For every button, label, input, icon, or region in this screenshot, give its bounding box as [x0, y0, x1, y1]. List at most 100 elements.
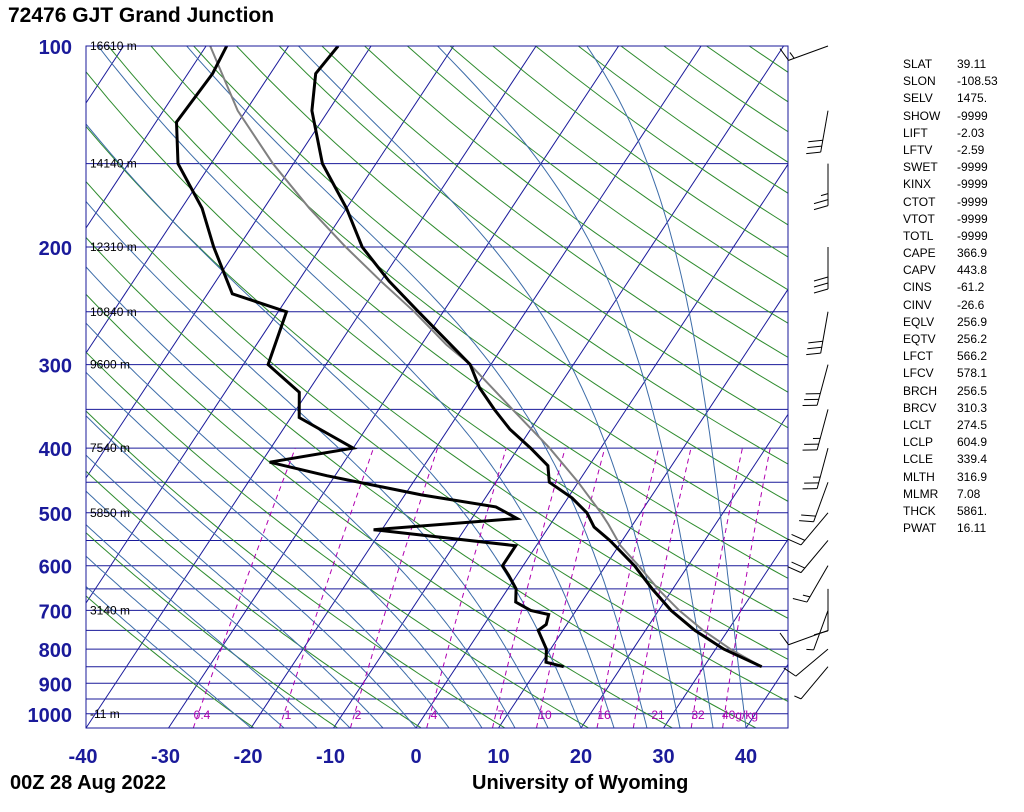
wind-barb-staff	[806, 565, 829, 603]
index-row: BRCH 256.5	[903, 383, 998, 400]
wind-barb-flag	[787, 566, 802, 574]
index-row: MLTH 316.9	[903, 469, 998, 486]
wind-barb-flag	[806, 151, 821, 155]
index-key: KINX	[903, 177, 932, 192]
wind-barb-half-flag	[806, 648, 814, 651]
index-key: TOTL	[903, 228, 934, 243]
isotherm-line	[168, 46, 620, 728]
wind-barb-flag	[813, 199, 829, 205]
dry-adiabat-line	[107, 46, 788, 579]
index-key: EQTV	[903, 332, 936, 346]
wind-barb	[802, 364, 829, 406]
pressure-tick-label: 1000	[28, 705, 73, 727]
pressure-tick-label: 700	[39, 601, 72, 623]
index-row: SWET -9999	[903, 159, 998, 176]
index-value: -9999	[957, 211, 988, 226]
wind-barb	[813, 163, 829, 211]
moist-adiabat-line	[437, 46, 714, 728]
dry-adiabat-line	[86, 351, 589, 728]
wind-barb-staff	[816, 447, 829, 489]
pressure-tick-label: 300	[39, 356, 72, 378]
height-label: 9600 m	[90, 358, 130, 372]
index-row: SLAT 39.11	[903, 56, 998, 73]
index-value: 339.4	[957, 452, 988, 467]
index-value: 604.9	[957, 435, 988, 450]
mixing-ratio-line	[492, 447, 566, 728]
index-value: -9999	[957, 194, 988, 209]
chart-title: 72476 GJT Grand Junction	[8, 4, 275, 27]
isotherm-line	[663, 538, 788, 728]
isotherm-line	[333, 46, 785, 728]
index-value: -61.2	[957, 280, 985, 295]
height-label: 7540 m	[90, 441, 130, 455]
index-key: LIFT	[903, 125, 928, 140]
index-value: 39.11	[957, 57, 987, 71]
moist-adiabat-line	[86, 322, 483, 728]
mixing-ratio-label: 32	[691, 708, 705, 722]
index-row: CINS -61.2	[903, 279, 998, 296]
index-row: VTOT -9999	[903, 211, 998, 228]
wind-barb	[794, 666, 829, 700]
index-row: MLMR 7.08	[903, 486, 998, 503]
index-key: VTOT	[903, 211, 935, 226]
wind-barb-flag	[806, 352, 821, 356]
height-label: 12310 m	[90, 240, 137, 254]
index-key: THCK	[903, 503, 936, 518]
wind-barb-flag	[783, 667, 797, 677]
pressure-tick-label: 600	[39, 557, 72, 579]
isotherm-line	[86, 46, 207, 229]
dry-adiabat-line	[86, 180, 788, 702]
wind-barb-flag	[792, 598, 808, 603]
isotherm-line	[250, 46, 702, 728]
index-key: SWET	[903, 160, 938, 175]
isotherm-line	[580, 413, 788, 728]
index-key: MLTH	[903, 469, 935, 484]
temperature-tick-label: 30	[652, 746, 674, 768]
index-key: SELV	[903, 91, 933, 106]
index-value: -26.6	[957, 297, 985, 312]
index-key: CAPE	[903, 246, 936, 261]
wind-barb-flag	[787, 538, 802, 546]
mixing-ratio-label: 0.4	[194, 708, 211, 722]
wind-barb	[813, 247, 829, 294]
height-label: 14140 m	[90, 157, 137, 171]
wind-barb-half-flag	[794, 695, 802, 700]
moist-adiabat-line	[86, 555, 285, 728]
mixing-ratio-label: 7	[498, 708, 505, 722]
wind-barb-flag	[799, 520, 814, 523]
index-key: LCLP	[903, 435, 934, 450]
mixing-ratio-line	[632, 447, 692, 728]
parcel-trace	[209, 46, 763, 668]
moist-adiabat-line	[298, 46, 681, 728]
wind-barb	[792, 565, 829, 603]
index-row: LFCT 566.2	[903, 348, 998, 365]
index-row: CINV -26.6	[903, 297, 998, 314]
mixing-ratio-line	[192, 447, 296, 728]
isotherm-line	[415, 163, 788, 728]
index-key: PWAT	[903, 521, 937, 536]
index-value: -108.53	[957, 74, 998, 89]
index-row: LCLP 604.9	[903, 434, 998, 451]
wind-barb-flag	[813, 205, 829, 211]
index-row: TOTL -9999	[903, 228, 998, 245]
wind-barb	[806, 311, 829, 356]
index-row: EQLV 256.9	[903, 314, 998, 331]
height-label: 10840 m	[90, 305, 137, 319]
wind-barb-staff	[800, 512, 829, 546]
wind-barb-flag	[808, 139, 823, 143]
moist-adiabat-line	[86, 454, 384, 728]
wind-barb-flag	[779, 48, 789, 61]
height-label: -11 m	[90, 707, 120, 721]
wind-barb-staff	[816, 364, 829, 406]
wind-barb-staff	[816, 409, 829, 451]
index-value: 256.5	[957, 383, 988, 398]
wind-barb	[799, 482, 829, 523]
mixing-ratio-label: 40g/kg	[722, 708, 758, 722]
index-value: -9999	[957, 228, 988, 243]
isotherm-line	[86, 46, 290, 354]
wind-barb-flag	[813, 630, 829, 636]
mixing-ratio-label: 16	[597, 708, 611, 722]
mixing-ratio-line	[722, 448, 771, 728]
index-row: LFTV -2.59	[903, 142, 998, 159]
wind-barb-flag	[791, 561, 806, 569]
